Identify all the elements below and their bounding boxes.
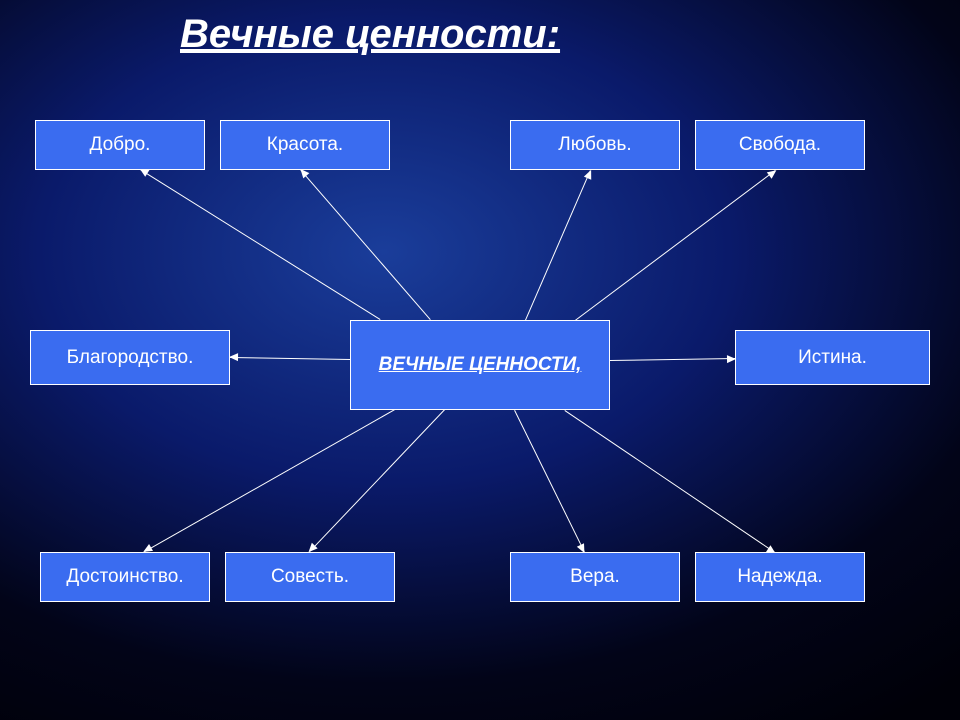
side_nodes-label: Истина. xyxy=(798,347,867,369)
connector-arrow xyxy=(564,410,775,553)
top_nodes-label: Красота. xyxy=(267,134,343,156)
top_nodes-label: Свобода. xyxy=(739,134,821,156)
connector-arrow xyxy=(300,169,431,320)
slide-title: Вечные ценности: xyxy=(180,12,560,57)
center-label: ВЕЧНЫЕ ЦЕННОСТИ, xyxy=(379,354,582,376)
side_nodes-label: Благородство. xyxy=(67,347,194,369)
bottom_nodes-label: Достоинство. xyxy=(66,566,183,588)
connector-arrow xyxy=(575,170,776,321)
bottom_nodes-node: Надежда. xyxy=(695,552,865,602)
bottom_nodes-node: Вера. xyxy=(510,552,680,602)
side_nodes-node: Благородство. xyxy=(30,330,230,385)
top_nodes-label: Любовь. xyxy=(558,134,631,156)
connector-arrow xyxy=(610,358,735,361)
bottom_nodes-node: Совесть. xyxy=(225,552,395,602)
top_nodes-node: Любовь. xyxy=(510,120,680,170)
top_nodes-node: Добро. xyxy=(35,120,205,170)
top_nodes-node: Красота. xyxy=(220,120,390,170)
connector-arrow xyxy=(525,170,591,320)
bottom_nodes-label: Надежда. xyxy=(737,566,822,588)
connector-arrow xyxy=(230,357,350,360)
connector-arrow xyxy=(309,409,445,552)
connector-arrow xyxy=(140,169,381,320)
slide: Вечные ценности: ВЕЧНЫЕ ЦЕННОСТИ, Добро.… xyxy=(0,0,960,720)
top_nodes-label: Добро. xyxy=(90,134,151,156)
center-node: ВЕЧНЫЕ ЦЕННОСТИ, xyxy=(350,320,610,410)
bottom_nodes-node: Достоинство. xyxy=(40,552,210,602)
side_nodes-node: Истина. xyxy=(735,330,930,385)
bottom_nodes-label: Вера. xyxy=(570,566,620,588)
bottom_nodes-label: Совесть. xyxy=(271,566,349,588)
connector-arrow xyxy=(514,410,585,552)
top_nodes-node: Свобода. xyxy=(695,120,865,170)
connector-arrow xyxy=(145,409,395,552)
